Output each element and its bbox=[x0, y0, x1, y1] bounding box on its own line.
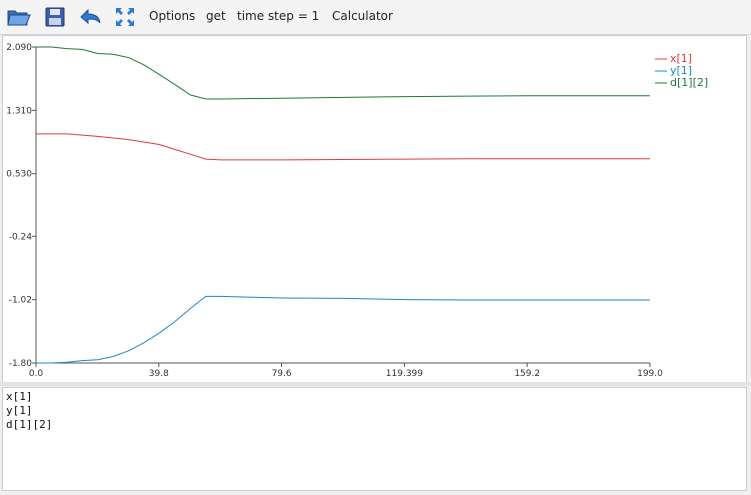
open-folder-icon[interactable] bbox=[6, 4, 32, 30]
legend-label: d[1][2] bbox=[670, 76, 708, 89]
toolbar: Options get time step = 1 Calculator bbox=[0, 0, 751, 35]
y-tick-label: -1.02 bbox=[9, 296, 32, 306]
variable-item-d12[interactable]: d[1][2] bbox=[6, 418, 53, 431]
plot-panel: 2.090 1.310 0.530 -0.24 -1.02 -1.80 0.0 39.8 79.… bbox=[2, 35, 747, 383]
panel-splitter[interactable] bbox=[0, 382, 751, 386]
variable-item-x1[interactable]: x[1] bbox=[6, 390, 33, 403]
series-line-2 bbox=[36, 46, 650, 100]
get-menu[interactable]: get bbox=[206, 9, 226, 23]
options-menu[interactable]: Options bbox=[149, 9, 196, 23]
back-arrow-icon[interactable] bbox=[77, 4, 103, 30]
expand-arrows-icon[interactable] bbox=[112, 4, 138, 30]
x-tick-label: 159.2 bbox=[514, 369, 540, 379]
x-tick-label: 199.0 bbox=[637, 369, 663, 379]
y-tick-label: 0.530 bbox=[6, 170, 32, 180]
y-tick-label: 1.310 bbox=[6, 106, 32, 116]
time-step-menu[interactable]: time step = 1 bbox=[237, 9, 320, 23]
legend-label: x[1] bbox=[670, 52, 692, 65]
variable-list: x[1] y[1] d[1][2] bbox=[2, 387, 747, 491]
series-line-0 bbox=[36, 133, 650, 161]
line-chart: 2.090 1.310 0.530 -0.24 -1.02 -1.800.0 39.8 79.… bbox=[6, 43, 708, 379]
x-tick-label: 79.6 bbox=[272, 369, 292, 379]
y-tick-label: -1.80 bbox=[9, 359, 33, 369]
variable-item-y1[interactable]: y[1] bbox=[6, 404, 33, 417]
legend-label: y[1] bbox=[670, 64, 692, 77]
calculator-menu[interactable]: Calculator bbox=[332, 9, 393, 23]
y-tick-label: -0.24 bbox=[9, 232, 33, 242]
x-tick-label: 0.0 bbox=[29, 369, 44, 379]
x-tick-label: 119.399 bbox=[386, 369, 423, 379]
y-tick-label: 2.090 bbox=[6, 43, 32, 53]
series-line-1 bbox=[36, 295, 650, 364]
x-tick-label: 39.8 bbox=[149, 369, 169, 379]
save-floppy-icon[interactable] bbox=[42, 4, 68, 30]
